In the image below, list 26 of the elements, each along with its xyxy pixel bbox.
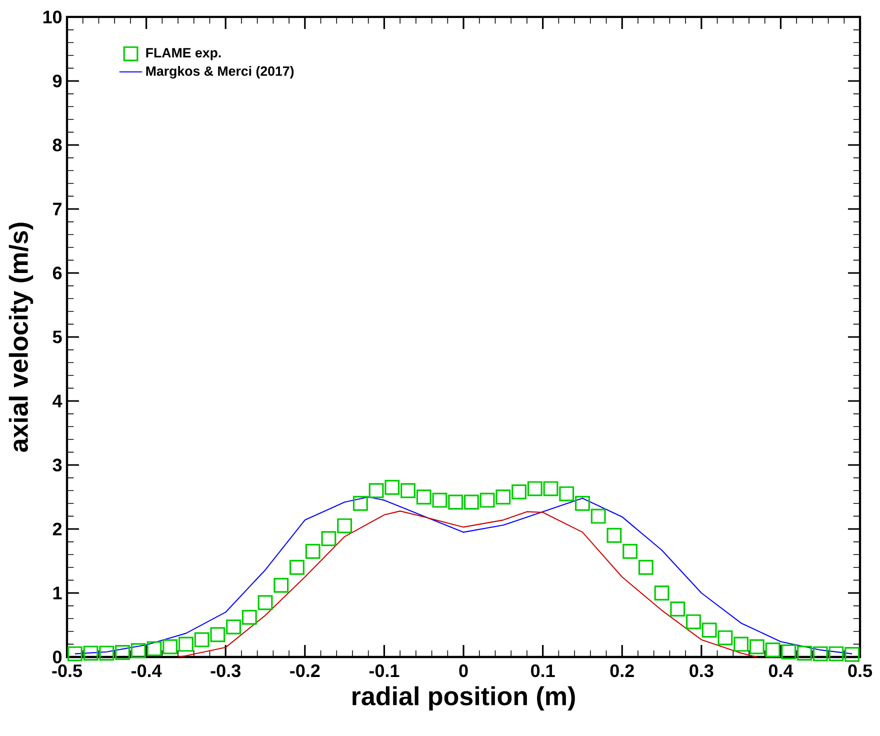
y-tick-label: 9 [52, 74, 62, 88]
x-tick-label: -0.5 [52, 664, 82, 678]
x-axis-title: radial position (m) [352, 686, 575, 711]
x-tick-label: 0 [459, 664, 468, 678]
x-tick-label: 0.1 [531, 664, 555, 678]
y-tick-label: 2 [52, 522, 62, 536]
y-tick-label: 7 [53, 202, 62, 216]
y-tick-label: 0 [52, 650, 62, 664]
x-tick-label: -0.3 [210, 664, 240, 678]
x-tick-label: -0.4 [132, 664, 162, 678]
x-tick-label: -0.1 [369, 664, 400, 678]
y-tick-label: 10 [43, 10, 62, 24]
x-tick-label: 0.3 [690, 664, 714, 678]
y-tick-label: 6 [52, 266, 62, 280]
y-tick-label: 8 [52, 138, 62, 152]
y-tick-label: 4 [52, 394, 62, 408]
x-tick-label: 0.2 [610, 664, 634, 678]
legend-label: FLAME exp. [146, 48, 221, 60]
x-tick-label: 0.5 [848, 664, 872, 678]
x-tick-label: -0.2 [290, 664, 320, 678]
x-tick-label: 0.4 [768, 664, 794, 678]
y-axis-title: axial velocity (m/s) [8, 222, 34, 452]
legend-label: Margkos & Merci (2017) [146, 66, 294, 79]
y-tick-label: 5 [52, 330, 62, 344]
y-tick-label: 3 [52, 458, 62, 472]
y-tick-label: 1 [53, 586, 62, 600]
